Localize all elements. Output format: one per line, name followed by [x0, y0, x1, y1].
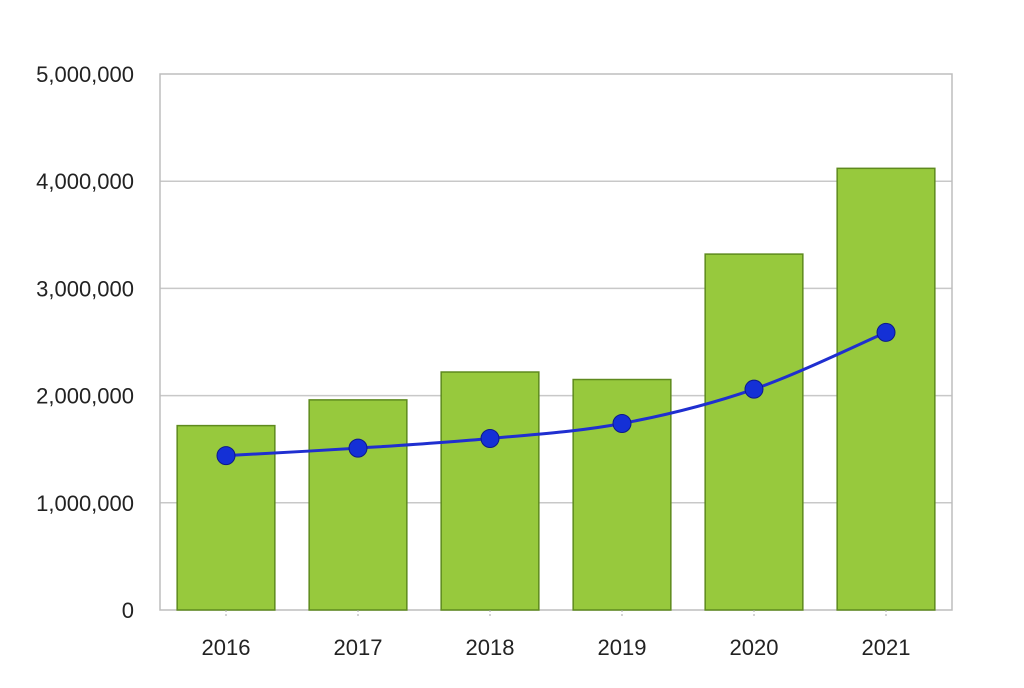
plot-frame — [159, 73, 953, 611]
line-markers — [216, 322, 896, 466]
x-tick-label: 2021 — [862, 635, 911, 660]
x-tick-label: 2018 — [466, 635, 515, 660]
y-tick-label: 1,000,000 — [36, 491, 134, 516]
y-tick-label: 5,000,000 — [36, 62, 134, 87]
line-point — [480, 428, 500, 448]
bar — [704, 253, 804, 611]
y-axis-tick-labels: 0 1,000,000 2,000,000 3,000,000 4,000,000 5,0… — [36, 62, 134, 623]
x-tick-label: 2019 — [598, 635, 647, 660]
line-point — [216, 446, 236, 466]
x-axis-tick-labels: 2016 2017 2018 2019 2020 2021 — [202, 610, 911, 660]
y-tick-label: 2,000,000 — [36, 384, 134, 409]
x-tick-label: 2016 — [202, 635, 251, 660]
bars — [176, 167, 936, 611]
line-point — [744, 379, 764, 399]
line-series — [225, 330, 887, 458]
line-point — [612, 413, 632, 433]
bar — [836, 167, 936, 611]
line-point — [348, 438, 368, 458]
bar — [308, 399, 408, 611]
x-tick-label: 2017 — [334, 635, 383, 660]
x-tick-label: 2020 — [730, 635, 779, 660]
bar — [440, 371, 540, 611]
gridlines — [159, 73, 953, 611]
y-tick-label: 0 — [122, 598, 134, 623]
y-tick-label: 3,000,000 — [36, 276, 134, 301]
line-path — [225, 330, 887, 458]
y-tick-label: 4,000,000 — [36, 169, 134, 194]
line-point — [876, 322, 896, 342]
